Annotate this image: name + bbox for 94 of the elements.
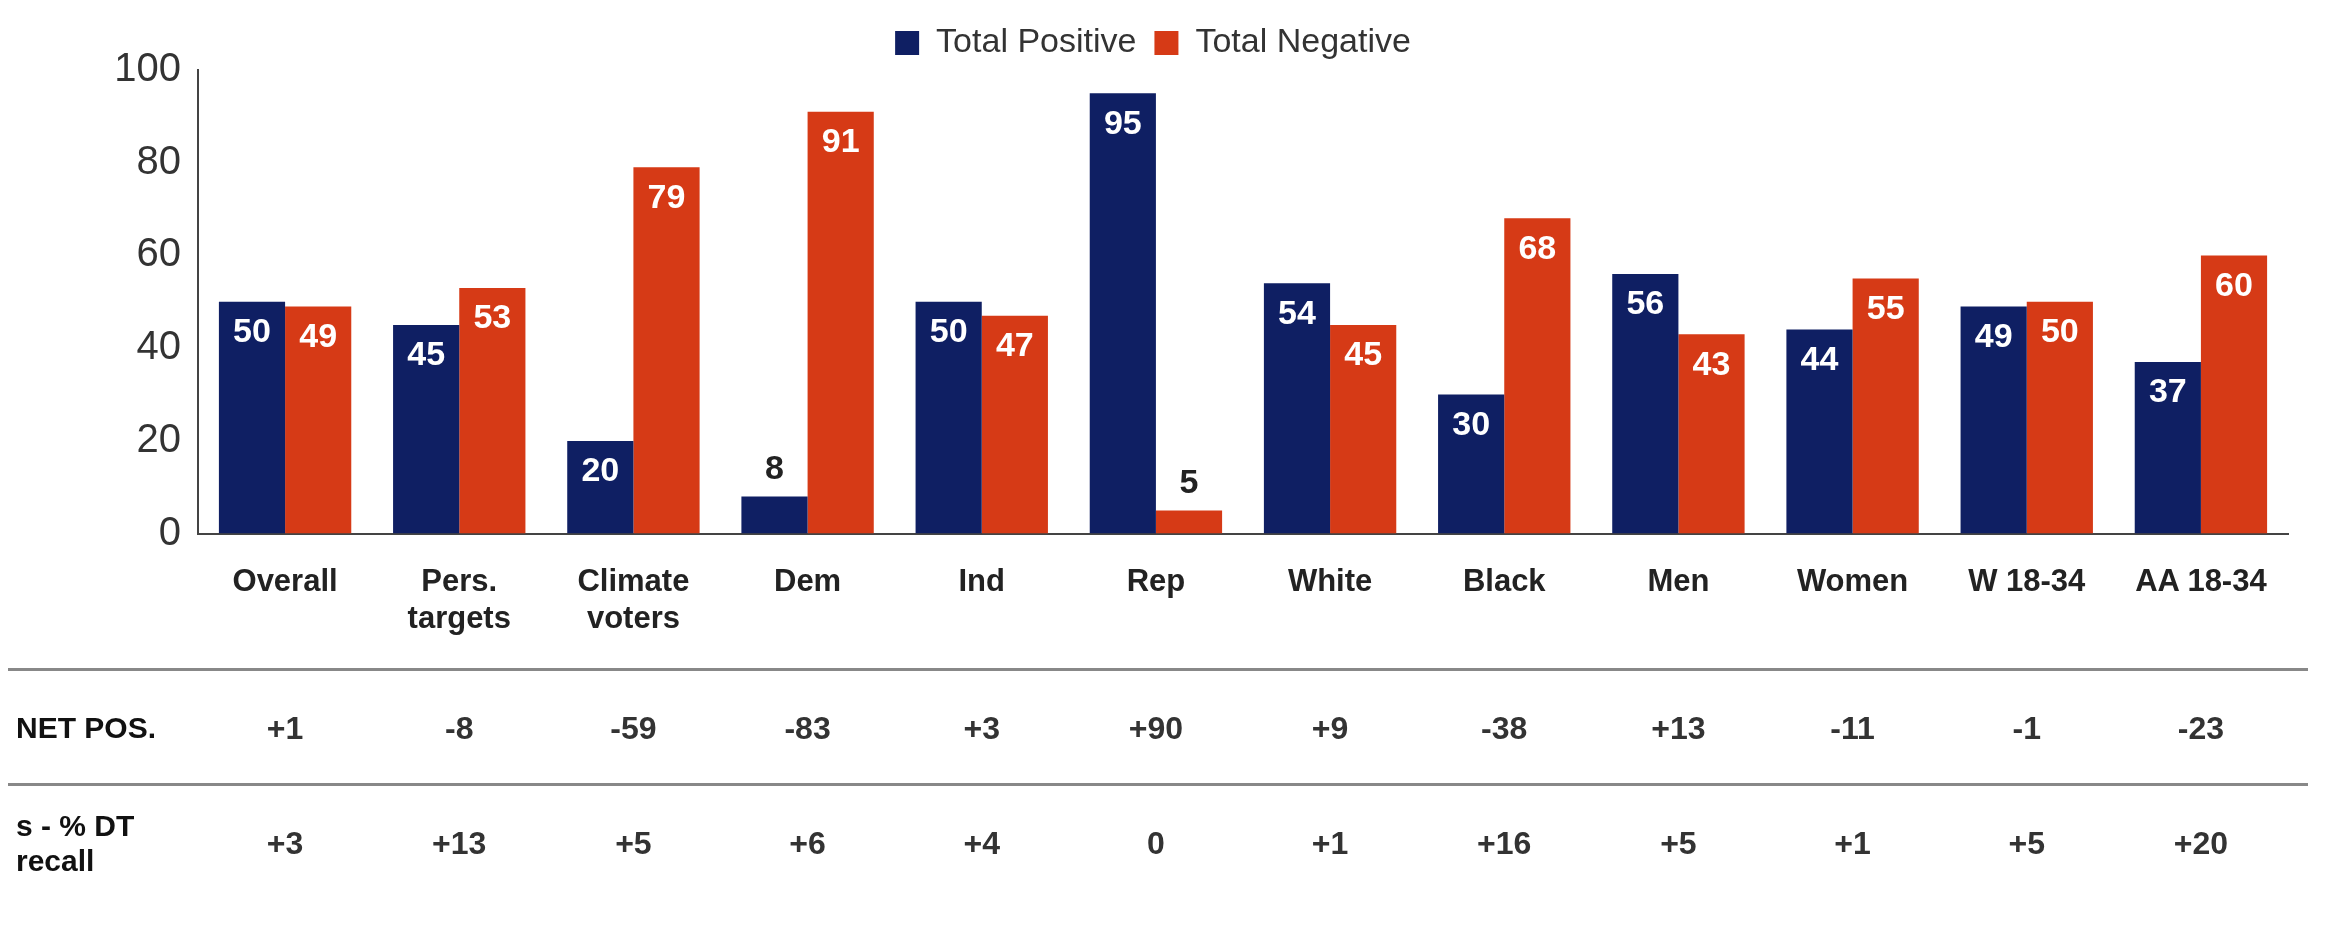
bar: [218, 301, 286, 534]
bar: [1155, 510, 1223, 534]
data-label: 53: [473, 297, 512, 336]
text: +6: [788, 824, 827, 863]
data-label: 49: [299, 315, 338, 354]
text: +9: [1310, 709, 1350, 748]
data-label: 49: [1974, 315, 2013, 354]
text: -23: [2176, 709, 2226, 748]
bar: [1438, 394, 1505, 534]
data-label: 60: [2215, 264, 2253, 303]
text: +13: [431, 824, 488, 863]
text: s - % DT recall: [16, 808, 136, 879]
y-tick-label: 100: [114, 45, 181, 90]
bar: [981, 315, 1048, 534]
data-label: 55: [1866, 287, 1905, 326]
x-tick-label: Ind: [958, 562, 1005, 598]
text: +90: [1127, 709, 1185, 748]
text: -83: [783, 709, 832, 748]
text: +5: [1659, 824, 1698, 863]
text: 0: [1146, 824, 1166, 863]
text: +3: [962, 709, 1001, 748]
x-tick-label: Black: [1462, 562, 1547, 598]
bar: [1089, 93, 1156, 534]
text: +20: [2172, 824, 2230, 863]
data-label: 37: [2148, 371, 2187, 410]
data-label: 20: [581, 450, 620, 489]
y-tick-label: 60: [136, 230, 181, 275]
bar: [807, 111, 874, 534]
data-label: 45: [1344, 334, 1383, 373]
y-tick-label: 40: [136, 323, 181, 368]
x-tick-label: Dem: [773, 562, 842, 598]
text: -38: [1480, 709, 1529, 748]
legend-label: Total Positive: [936, 21, 1137, 60]
data-label: 54: [1278, 292, 1316, 331]
text: -59: [609, 709, 658, 748]
text: -11: [1829, 709, 1876, 748]
x-tick-label: Pers. targets: [407, 562, 511, 635]
bar: [567, 440, 634, 534]
x-tick-label: Climate voters: [577, 562, 690, 635]
text: +1: [265, 709, 305, 748]
text: +1: [1833, 824, 1872, 863]
data-label: 95: [1103, 102, 1142, 141]
y-tick-label: 20: [136, 415, 181, 460]
x-tick-label: AA 18-34: [2135, 562, 2268, 598]
x-tick-label: Overall: [232, 562, 338, 598]
x-tick-label: Men: [1647, 562, 1710, 598]
data-label: 8: [765, 447, 784, 486]
bar: [1786, 329, 1853, 534]
data-label: 5: [1179, 461, 1199, 500]
data-label: 68: [1518, 227, 1557, 266]
bar: [2026, 301, 2093, 534]
bar: [2134, 362, 2201, 534]
data-label: 50: [2040, 311, 2079, 350]
x-tick-label: White: [1287, 562, 1373, 598]
bar: [741, 496, 808, 534]
text: -8: [444, 709, 475, 748]
bar: [915, 301, 982, 534]
text: -1: [2011, 709, 2042, 748]
bar: [1960, 306, 2027, 534]
bar: [393, 324, 460, 534]
data-label: 50: [233, 311, 271, 350]
bar: [1504, 218, 1571, 534]
y-tick-label: 80: [136, 137, 181, 182]
text: +16: [1476, 824, 1533, 863]
bar: [1852, 278, 1919, 534]
bar: [1330, 324, 1397, 534]
bar: [1678, 334, 1745, 534]
data-label: 43: [1692, 343, 1731, 382]
bar: [459, 287, 526, 534]
bar: [1263, 283, 1331, 534]
text: +4: [962, 824, 1001, 863]
text: +5: [614, 824, 653, 863]
bar: [2200, 255, 2268, 534]
data-label: 44: [1800, 338, 1839, 377]
data-label: 45: [407, 334, 446, 373]
text: +1: [1310, 824, 1350, 863]
data-label: 56: [1626, 283, 1665, 322]
text: +3: [265, 824, 305, 863]
text: NET POS.: [16, 710, 158, 747]
legend-label: Total Negative: [1195, 21, 1411, 60]
x-tick-label: W 18-34: [1968, 562, 2087, 598]
bar: [285, 306, 352, 534]
bar: [633, 167, 700, 534]
text: +5: [2007, 824, 2046, 863]
x-tick-label: Women: [1796, 562, 1909, 598]
data-label: 47: [995, 325, 1034, 364]
y-tick-label: 0: [158, 508, 181, 553]
bar: [1612, 273, 1679, 534]
text: +13: [1650, 709, 1707, 748]
data-label: 79: [647, 176, 686, 215]
x-tick-label: Rep: [1126, 562, 1186, 598]
data-label: 91: [821, 121, 860, 160]
data-label: 30: [1452, 403, 1491, 442]
data-label: 50: [929, 311, 968, 350]
